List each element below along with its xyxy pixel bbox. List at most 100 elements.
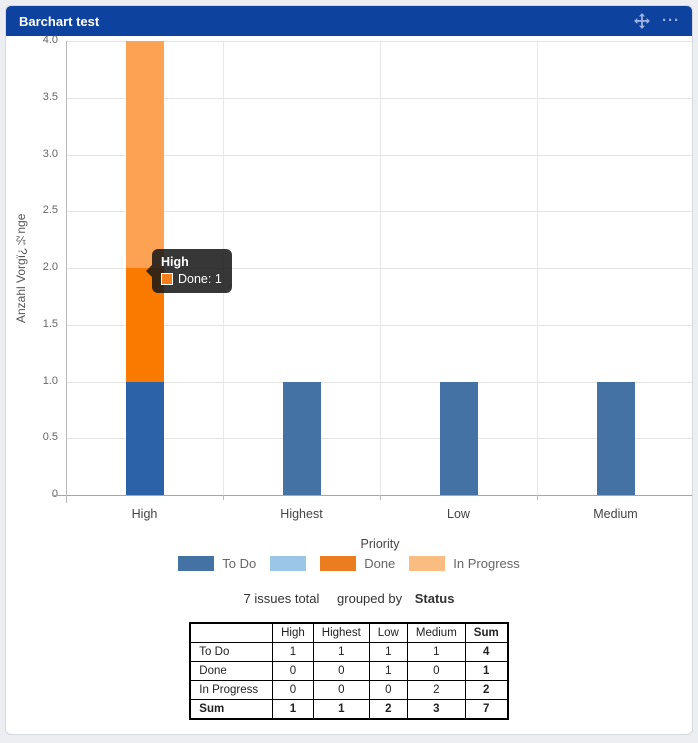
gridline xyxy=(380,41,381,495)
legend-label: To Do xyxy=(222,556,257,571)
bar-segment-to-do-high[interactable] xyxy=(125,381,164,495)
gridline xyxy=(66,438,692,440)
gadget-card: Barchart test ··· High Done: 1 4.0 3.5 3.0… xyxy=(5,5,693,735)
summary-table: High Highest Low Medium Sum To Do 1 1 1 1 4 Done 0 0 1… xyxy=(189,622,509,720)
grouped-by-text: grouped by xyxy=(337,591,403,606)
table-cell: 4 xyxy=(464,642,509,662)
x-tick-mark xyxy=(380,495,381,500)
table-row: In Progress 0 0 0 2 2 xyxy=(189,680,509,700)
gridline xyxy=(66,154,692,156)
move-icon[interactable] xyxy=(634,13,650,29)
table-cell: 7 xyxy=(464,699,509,720)
x-tick-mark xyxy=(66,495,67,500)
table-row-label: Sum xyxy=(189,699,274,720)
table-cell: 2 xyxy=(406,680,466,700)
table-cell: 0 xyxy=(406,661,466,681)
y-axis-line xyxy=(66,41,67,503)
legend-item-unnamed[interactable] xyxy=(270,556,307,571)
table-row-label: To Do xyxy=(189,642,274,662)
bar-segment-to-do-low[interactable] xyxy=(439,381,478,495)
table-header-cell: Highest xyxy=(312,622,370,643)
table-header-cell: Medium xyxy=(406,622,466,643)
gridline xyxy=(66,268,692,269)
gadget-header-actions: ··· xyxy=(634,13,680,29)
x-category-label: Low xyxy=(447,507,470,521)
chart-tooltip: High Done: 1 xyxy=(152,249,232,293)
gadget-body: High Done: 1 4.0 3.5 3.0 2.5 2.0 1.5 1.0 0.5 0 Hi… xyxy=(6,34,692,720)
legend-item-done[interactable]: Done xyxy=(320,556,395,571)
bar-segment-in-progress-high[interactable] xyxy=(125,41,164,268)
y-axis-title: Anzahl Vorgï¿½nge xyxy=(14,213,28,323)
table-row: Done 0 0 1 0 1 xyxy=(189,661,509,681)
x-category-label: Highest xyxy=(280,507,323,521)
table-cell: 1 xyxy=(312,642,370,662)
table-header-cell: Low xyxy=(368,622,408,643)
table-cell: 0 xyxy=(312,680,370,700)
table-cell: 2 xyxy=(464,680,509,700)
legend-item-in-progress[interactable]: In Progress xyxy=(409,556,520,571)
tooltip-title: High xyxy=(161,255,189,269)
table-cell: 1 xyxy=(368,661,408,681)
table-cell: 1 xyxy=(312,699,370,720)
x-axis-line xyxy=(52,495,692,496)
group-by-value: Status xyxy=(414,591,455,606)
bar-segment-to-do-medium[interactable] xyxy=(596,381,635,495)
x-tick-mark xyxy=(537,495,538,500)
y-tick-label: 3.5 xyxy=(42,90,58,103)
y-tick-label: 4.0 xyxy=(42,34,58,46)
x-axis-title: Priority xyxy=(360,537,400,551)
summary-line: 7 issues total grouped by Status xyxy=(6,591,692,606)
y-tick-label: 3.0 xyxy=(42,147,58,160)
y-tick-label: 1.0 xyxy=(42,374,58,387)
bar-segment-to-do-highest[interactable] xyxy=(282,381,321,495)
table-header-row: High Highest Low Medium Sum xyxy=(189,622,509,643)
tooltip-value: Done: 1 xyxy=(178,272,222,286)
gadget-header: Barchart test ··· xyxy=(6,6,692,36)
table-cell: 2 xyxy=(368,699,408,720)
gridline xyxy=(66,381,692,383)
table-cell: 1 xyxy=(272,699,314,720)
table-cell: 1 xyxy=(368,642,408,662)
y-tick-label: 0 xyxy=(51,488,58,500)
y-tick-label: 0.5 xyxy=(42,431,58,444)
table-cell: 0 xyxy=(312,661,370,681)
legend-swatch xyxy=(270,556,307,571)
gadget-title: Barchart test xyxy=(19,13,100,29)
legend-swatch xyxy=(178,556,215,571)
table-cell: 1 xyxy=(406,642,466,662)
gridline xyxy=(66,97,692,99)
y-tick-label: 2.5 xyxy=(42,204,58,217)
table-header-cell xyxy=(189,622,274,643)
legend-label: In Progress xyxy=(453,556,520,571)
x-category-label: High xyxy=(131,507,158,521)
tooltip-series-swatch xyxy=(161,273,173,285)
gridline xyxy=(66,211,692,213)
more-menu-icon[interactable]: ··· xyxy=(662,12,680,29)
x-category-label: Medium xyxy=(593,507,638,521)
legend-swatch xyxy=(320,556,357,571)
table-cell: 1 xyxy=(464,661,509,681)
table-cell: 0 xyxy=(368,680,408,700)
table-row-label: In Progress xyxy=(189,680,274,700)
chart-legend: To Do Done In Progress xyxy=(6,556,692,571)
table-row-label: Done xyxy=(189,661,274,681)
table-row: To Do 1 1 1 1 4 xyxy=(189,642,509,662)
table-cell: 0 xyxy=(272,680,314,700)
legend-label: Done xyxy=(364,556,396,571)
table-cell: 0 xyxy=(272,661,314,681)
legend-swatch xyxy=(409,556,446,571)
bar-chart: High Done: 1 4.0 3.5 3.0 2.5 2.0 1.5 1.0 0.5 0 Hi… xyxy=(6,34,692,554)
table-cell: 1 xyxy=(272,642,314,662)
legend-item-to-do[interactable]: To Do xyxy=(178,556,256,571)
gridline xyxy=(66,41,692,42)
table-header-cell: Sum xyxy=(464,622,509,643)
x-tick-mark xyxy=(223,495,224,500)
gridline xyxy=(537,41,538,495)
y-tick-label: 2.0 xyxy=(42,261,58,273)
table-header-cell: High xyxy=(272,622,314,643)
tooltip-row: Done: 1 xyxy=(161,272,222,286)
table-row: Sum 1 1 2 3 7 xyxy=(189,699,509,720)
gridline xyxy=(66,324,692,326)
table-cell: 3 xyxy=(406,699,466,720)
y-tick-label: 1.5 xyxy=(42,317,58,330)
